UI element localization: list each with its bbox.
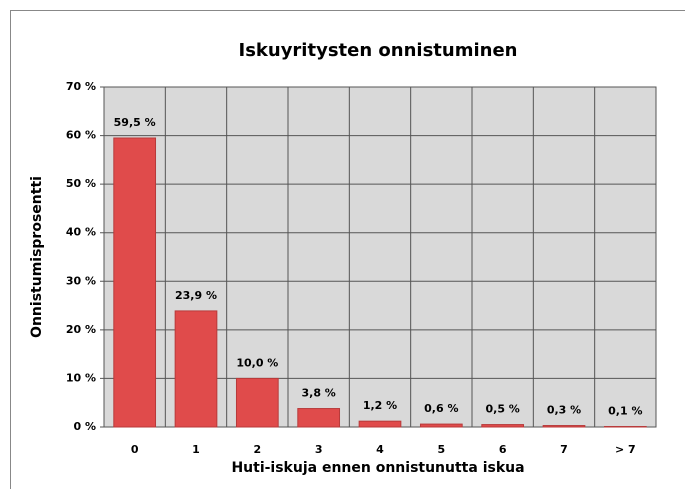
x-tick-label: 1: [192, 443, 200, 456]
data-label: 1,2 %: [363, 399, 397, 412]
y-tick-label: 30 %: [66, 274, 96, 287]
data-label: 0,1 %: [608, 405, 642, 418]
y-tick-label: 20 %: [66, 323, 96, 336]
bar: [113, 137, 157, 428]
chart-title: Iskuyritysten onnistuminen: [239, 40, 518, 61]
x-tick-label: 6: [499, 443, 507, 456]
data-label: 10,0 %: [236, 356, 278, 369]
x-axis-label: Huti-iskuja ennen onnistunutta iskua: [231, 460, 524, 476]
y-tick-label: 40 %: [66, 226, 96, 239]
x-tick-label: 2: [254, 443, 262, 456]
data-label: 3,8 %: [301, 387, 335, 400]
bar: [419, 423, 463, 428]
bar: [542, 425, 586, 428]
x-tick-label: 0: [131, 443, 139, 456]
data-label: 0,3 %: [547, 404, 581, 417]
bar: [358, 420, 402, 428]
bar: [297, 408, 341, 428]
bar: [174, 310, 218, 428]
y-tick-label: 10 %: [66, 371, 96, 384]
data-label: 0,5 %: [485, 403, 519, 416]
x-tick-label: 7: [560, 443, 568, 456]
data-label: 59,5 %: [114, 116, 156, 129]
data-label: 0,6 %: [424, 402, 458, 415]
y-axis-label: Onnistumisprosentti: [29, 176, 45, 338]
y-tick-label: 0 %: [73, 420, 96, 433]
x-tick-label: 3: [315, 443, 323, 456]
data-label: 23,9 %: [175, 289, 217, 302]
y-tick-label: 50 %: [66, 177, 96, 190]
x-tick-label: 5: [438, 443, 446, 456]
bar: [235, 377, 279, 428]
y-tick-label: 70 %: [66, 80, 96, 93]
x-tick-label: 4: [376, 443, 384, 456]
bar: [481, 424, 525, 428]
x-tick-label: > 7: [615, 443, 636, 456]
y-tick-label: 60 %: [66, 129, 96, 142]
